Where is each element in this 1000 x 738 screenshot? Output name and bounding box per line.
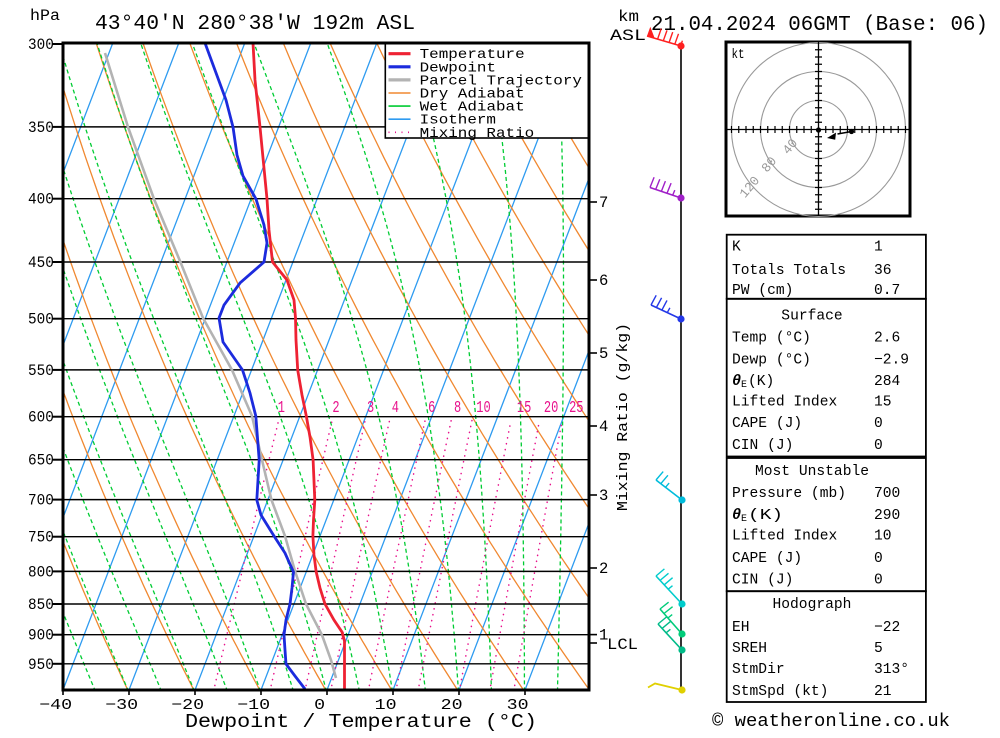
svg-text:Pressure (mb): Pressure (mb) [732, 485, 846, 502]
svg-text:5: 5 [874, 640, 883, 657]
svg-text:2: 2 [332, 399, 339, 418]
svg-text:3: 3 [367, 399, 374, 418]
svg-text:2.6: 2.6 [874, 330, 900, 347]
svg-text:350: 350 [28, 119, 54, 137]
svg-text:−10: −10 [237, 697, 270, 714]
svg-text:Lifted Index: Lifted Index [732, 394, 837, 411]
svg-text:Dry Adiabat: Dry Adiabat [420, 87, 525, 103]
svg-text:CIN (J): CIN (J) [732, 437, 793, 454]
svg-text:5: 5 [599, 345, 608, 363]
svg-text:10: 10 [375, 697, 397, 714]
svg-text:15: 15 [517, 399, 531, 418]
svg-text:kt: kt [732, 47, 745, 63]
svg-text:500: 500 [28, 311, 54, 329]
svg-text:10: 10 [476, 399, 490, 418]
svg-text:Dewpoint / Temperature (°C): Dewpoint / Temperature (°C) [185, 711, 537, 733]
svg-text:4: 4 [392, 399, 399, 418]
svg-text:750: 750 [28, 529, 54, 547]
svg-text:290: 290 [874, 507, 900, 524]
svg-text:20: 20 [544, 399, 558, 418]
svg-text:0.7: 0.7 [874, 282, 900, 299]
svg-text:3: 3 [599, 487, 608, 505]
svg-text:CAPE (J): CAPE (J) [732, 550, 802, 567]
svg-text:PW (cm): PW (cm) [732, 282, 793, 299]
svg-text:30: 30 [507, 697, 529, 714]
svg-text:Hodograph: Hodograph [773, 596, 852, 613]
svg-text:700: 700 [874, 485, 900, 502]
svg-text:36: 36 [874, 262, 892, 279]
svg-text:650: 650 [28, 452, 54, 470]
svg-text:StmDir: StmDir [732, 661, 785, 678]
svg-text:km: km [618, 8, 639, 26]
svg-text:313°: 313° [874, 661, 909, 678]
svg-text:θ: θ [732, 373, 741, 390]
svg-text:E: E [741, 514, 747, 525]
svg-text:700: 700 [28, 492, 54, 510]
svg-text:CIN (J): CIN (J) [732, 572, 793, 589]
svg-text:© weatheronline.co.uk: © weatheronline.co.uk [712, 712, 950, 732]
svg-text:21.04.2024 06GMT (Base: 06): 21.04.2024 06GMT (Base: 06) [651, 14, 988, 37]
svg-text:8: 8 [454, 399, 461, 418]
svg-text:4: 4 [599, 418, 608, 436]
svg-text:Temp (°C): Temp (°C) [732, 330, 811, 347]
svg-text:Lifted Index: Lifted Index [732, 528, 837, 545]
svg-text:400: 400 [28, 191, 54, 209]
svg-text:0: 0 [874, 550, 883, 567]
svg-text:43°40'N 280°38'W 192m ASL: 43°40'N 280°38'W 192m ASL [95, 13, 415, 36]
svg-text:hPa: hPa [30, 7, 60, 25]
svg-text:15: 15 [874, 394, 892, 411]
svg-text:Temperature: Temperature [420, 47, 525, 63]
svg-text:25: 25 [569, 399, 583, 418]
svg-text:−40: −40 [39, 697, 72, 714]
svg-text:6: 6 [599, 272, 608, 290]
svg-text:LCL: LCL [607, 636, 638, 654]
svg-text:300: 300 [28, 36, 54, 54]
svg-text:−30: −30 [105, 697, 138, 714]
svg-text:0: 0 [874, 415, 883, 432]
svg-text:CAPE (J): CAPE (J) [732, 415, 802, 432]
svg-text:1: 1 [278, 399, 285, 418]
svg-text:21: 21 [874, 683, 892, 700]
svg-text:Dewp (°C): Dewp (°C) [732, 352, 811, 369]
svg-text:1: 1 [599, 627, 608, 645]
svg-text:0: 0 [314, 697, 325, 714]
svg-text:Mixing Ratio (g/kg): Mixing Ratio (g/kg) [615, 323, 632, 511]
svg-text:Dewpoint: Dewpoint [420, 60, 496, 76]
svg-text:θ: θ [732, 507, 741, 524]
svg-text:−2.9: −2.9 [874, 352, 909, 369]
svg-text:Parcel Trajectory: Parcel Trajectory [420, 73, 582, 89]
svg-text:0: 0 [874, 437, 883, 454]
svg-text:Isotherm: Isotherm [420, 113, 496, 129]
svg-text:950: 950 [28, 656, 54, 674]
svg-text:E: E [741, 380, 747, 391]
svg-text:0: 0 [874, 572, 883, 589]
svg-text:2: 2 [599, 560, 608, 578]
svg-text:Totals Totals: Totals Totals [732, 262, 846, 279]
svg-text:−22: −22 [874, 619, 900, 636]
svg-text:Surface: Surface [781, 308, 842, 325]
svg-text:7: 7 [599, 194, 608, 212]
svg-text:ASL: ASL [610, 27, 646, 45]
svg-text:600: 600 [28, 409, 54, 427]
svg-text:284: 284 [874, 373, 900, 390]
svg-text:850: 850 [28, 596, 54, 614]
svg-text:K: K [732, 239, 741, 256]
svg-text:900: 900 [28, 627, 54, 645]
svg-text:1: 1 [874, 239, 883, 256]
svg-text:10: 10 [874, 528, 892, 545]
svg-text:StmSpd (kt): StmSpd (kt) [732, 683, 828, 700]
svg-text:EH: EH [732, 619, 750, 636]
svg-text:450: 450 [28, 254, 54, 272]
svg-text:SREH: SREH [732, 640, 767, 657]
svg-text:550: 550 [28, 362, 54, 380]
svg-text:−20: −20 [171, 697, 204, 714]
svg-text:Mixing Ratio: Mixing Ratio [420, 126, 535, 142]
svg-text:20: 20 [441, 697, 463, 714]
svg-text:Most Unstable: Most Unstable [755, 463, 869, 480]
svg-text:6: 6 [428, 399, 435, 418]
svg-text:(K): (K) [748, 373, 774, 390]
svg-text:Wet Adiabat: Wet Adiabat [420, 100, 525, 116]
svg-text:800: 800 [28, 563, 54, 581]
svg-text:(K): (K) [748, 507, 783, 524]
